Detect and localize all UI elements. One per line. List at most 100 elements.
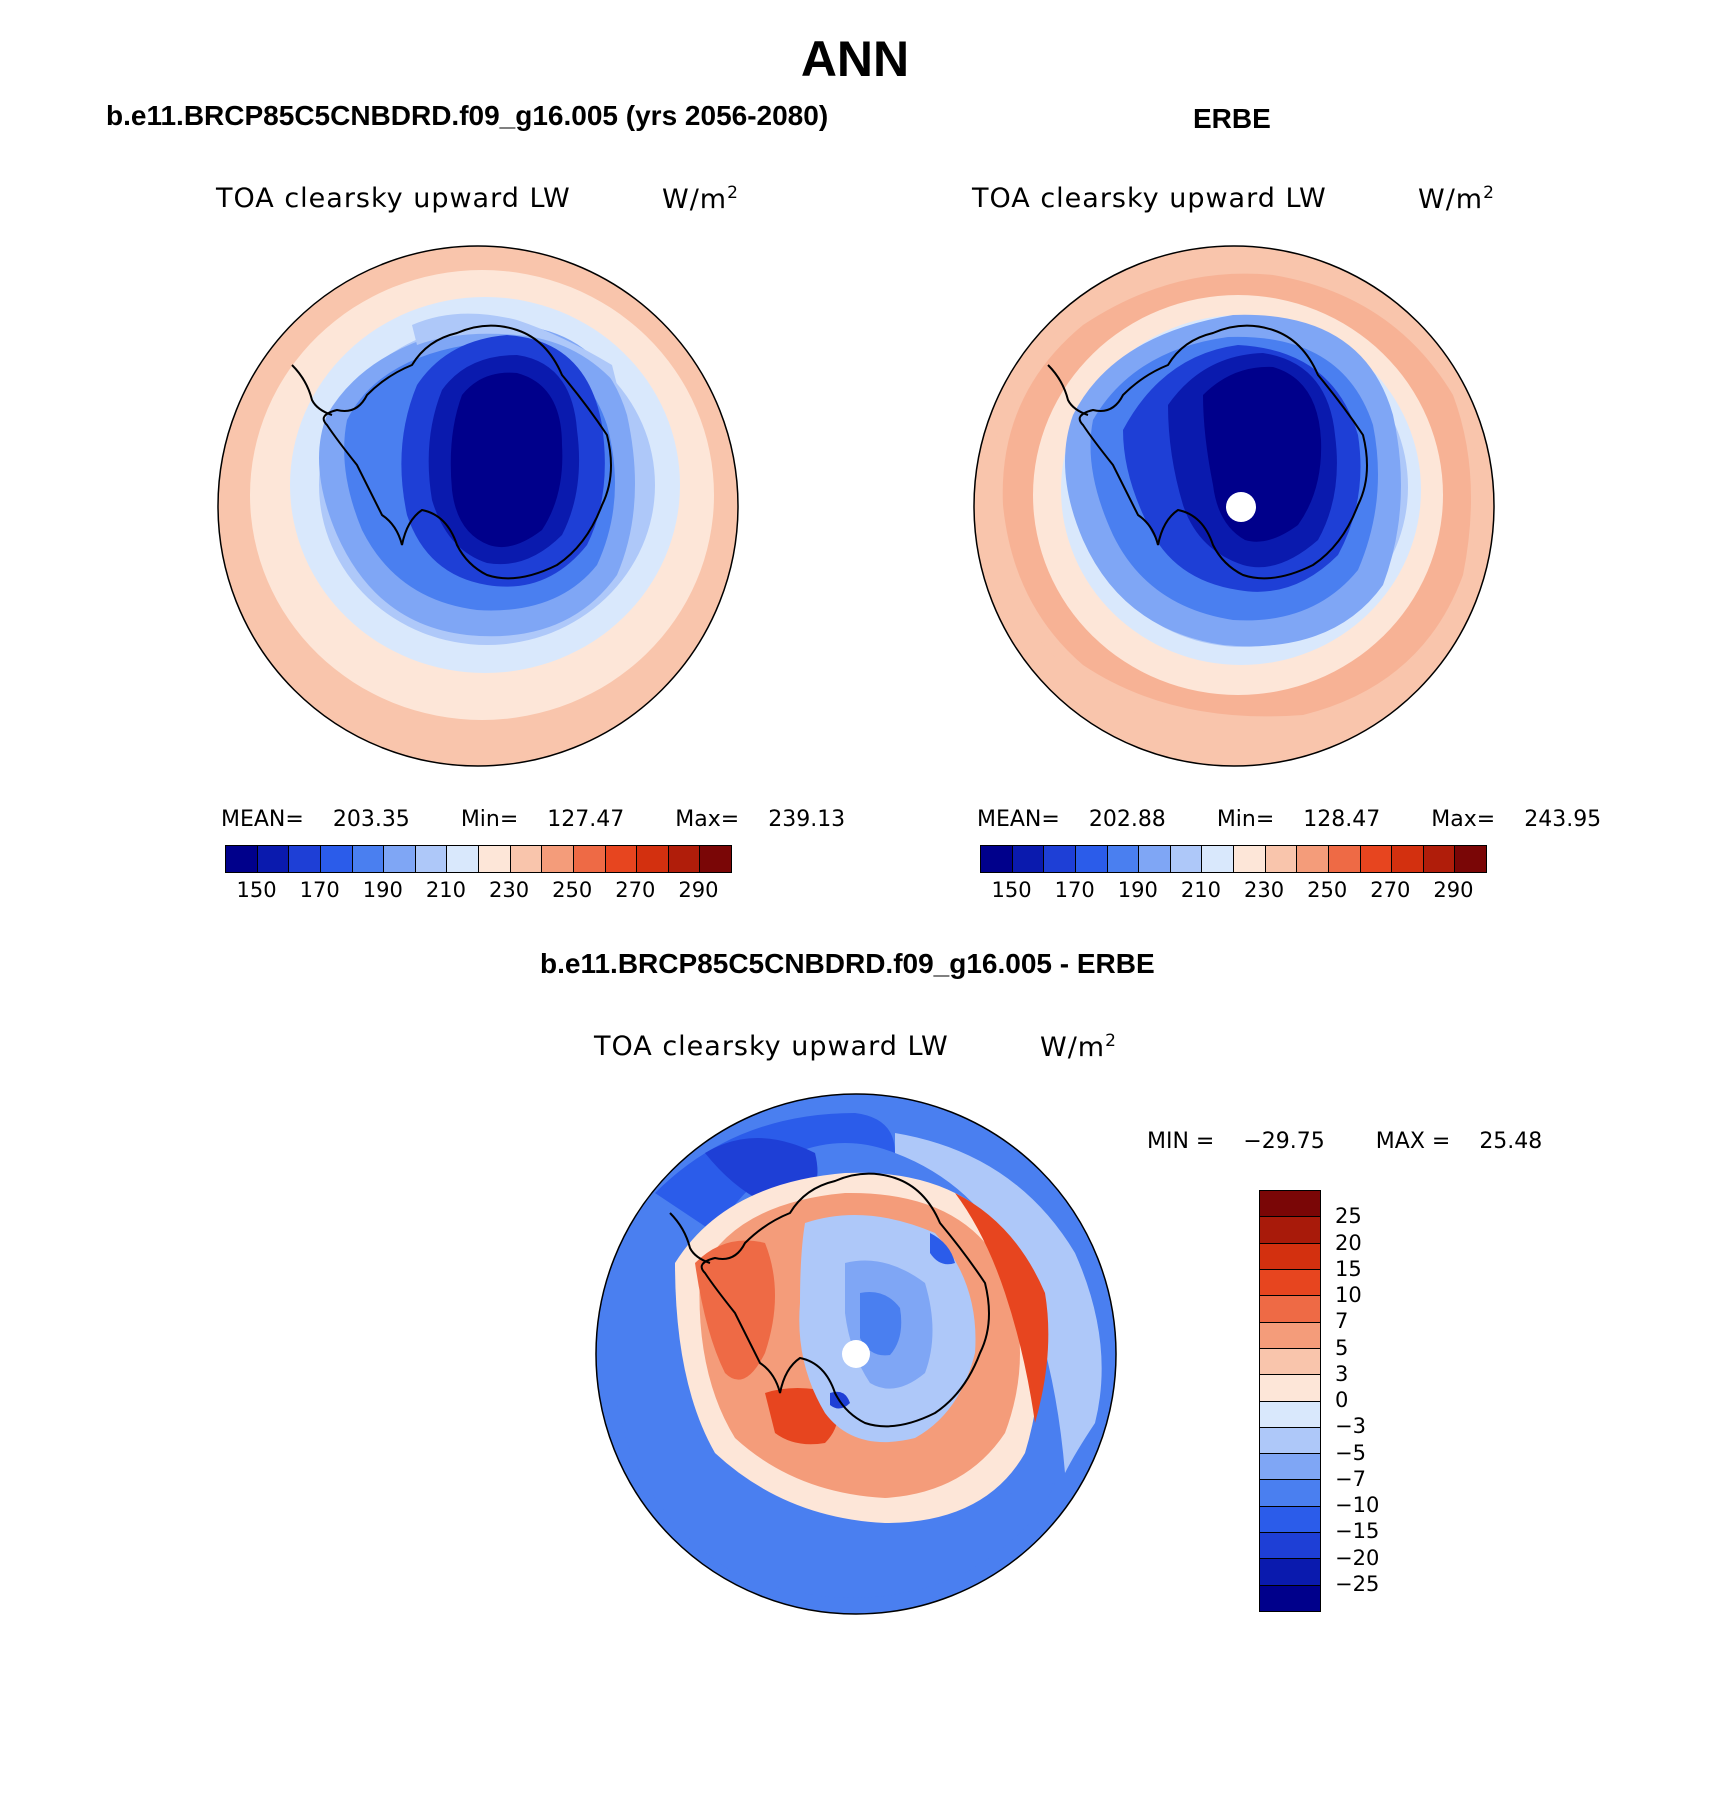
obs-colorbar-box xyxy=(1234,846,1266,872)
diff-colorbar-box xyxy=(1260,1217,1320,1244)
model-colorbar-box xyxy=(289,846,321,872)
obs-colorbar-box xyxy=(1107,846,1140,872)
diff-colorbar-ticks: 25 20 15 10 7 5 3 0 −3 −5 −7 −10 −15 −20 −25 xyxy=(1335,1190,1395,1610)
diff-colorbar-box xyxy=(1260,1191,1320,1218)
diff-panel-title: b.e11.BRCP85C5CNBDRD.f09_g16.005 - ERBE xyxy=(540,948,1155,979)
obs-colorbar-box xyxy=(1265,846,1298,872)
model-colorbar-box xyxy=(447,846,479,872)
diff-colorbar-box xyxy=(1260,1533,1320,1560)
obs-colorbar-tick-label: 270 xyxy=(1370,878,1411,902)
model-colorbar-box xyxy=(479,846,511,872)
model-variable-label: TOA clearsky upward LW xyxy=(216,183,571,214)
obs-colorbar-ticks: 150 170 190 210 230 250 270 290 xyxy=(980,878,1485,904)
model-colorbar-box xyxy=(605,846,638,872)
diff-max: MAX = 25.48 xyxy=(1375,1129,1543,1154)
diff-colorbar-tick-label: −5 xyxy=(1335,1440,1366,1465)
obs-colorbar-tick-label: 290 xyxy=(1433,878,1474,902)
obs-colorbar xyxy=(980,845,1487,873)
model-colorbar-tick-label: 230 xyxy=(489,878,530,902)
diff-colorbar-box xyxy=(1260,1322,1320,1349)
model-colorbar-tick-label: 170 xyxy=(299,878,340,902)
obs-colorbar-tick-label: 210 xyxy=(1180,878,1221,902)
model-colorbar-tick-label: 270 xyxy=(615,878,656,902)
model-polar-map xyxy=(217,245,739,767)
obs-colorbar-box xyxy=(1455,846,1486,872)
obs-colorbar-box xyxy=(1392,846,1424,872)
model-colorbar xyxy=(225,845,732,873)
model-colorbar-box xyxy=(510,846,543,872)
diff-colorbar-tick-label: −20 xyxy=(1335,1545,1380,1570)
model-panel-title: b.e11.BRCP85C5CNBDRD.f09_g16.005 (yrs 20… xyxy=(106,100,829,131)
model-colorbar-box xyxy=(320,846,353,872)
model-colorbar-tick-label: 210 xyxy=(425,878,466,902)
model-colorbar-box xyxy=(384,846,416,872)
obs-colorbar-tick-label: 190 xyxy=(1117,878,1158,902)
obs-max: Max= 243.95 xyxy=(1431,807,1602,832)
model-stats: MEAN= 203.35 Min= 127.47 Max= 239.13 xyxy=(221,807,889,832)
diff-colorbar-tick-label: −25 xyxy=(1335,1571,1380,1596)
diff-colorbar-tick-label: 3 xyxy=(1335,1361,1349,1386)
obs-colorbar-box xyxy=(1044,846,1076,872)
diff-colorbar-box xyxy=(1260,1401,1320,1428)
diff-colorbar-tick-label: −10 xyxy=(1335,1493,1380,1517)
model-mean: MEAN= 203.35 xyxy=(221,807,410,832)
diff-colorbar-box xyxy=(1260,1480,1320,1507)
diff-colorbar-box xyxy=(1260,1375,1320,1402)
diff-colorbar-box xyxy=(1260,1243,1320,1270)
model-colorbar-box xyxy=(573,846,606,872)
diff-colorbar-tick-label: 5 xyxy=(1335,1335,1349,1360)
obs-colorbar-tick-label: 150 xyxy=(991,878,1032,902)
obs-units-label: W/m2 xyxy=(1418,183,1495,215)
obs-colorbar-tick-label: 230 xyxy=(1244,878,1285,902)
diff-colorbar-tick-label: −15 xyxy=(1335,1519,1380,1544)
diff-colorbar-tick-label: 20 xyxy=(1335,1230,1362,1255)
obs-colorbar-box xyxy=(1360,846,1393,872)
diff-stats: MIN = −29.75 MAX = 25.48 xyxy=(1147,1129,1586,1154)
diff-colorbar-box xyxy=(1260,1454,1320,1481)
diff-colorbar-tick-label: 15 xyxy=(1335,1256,1362,1281)
obs-colorbar-box xyxy=(1170,846,1203,872)
model-colorbar-box xyxy=(415,846,448,872)
obs-colorbar-box xyxy=(1139,846,1171,872)
diff-colorbar-box xyxy=(1260,1427,1320,1455)
model-max: Max= 239.13 xyxy=(675,807,846,832)
model-min: Min= 127.47 xyxy=(460,807,625,832)
obs-polar-map xyxy=(973,245,1495,767)
diff-variable-label: TOA clearsky upward LW xyxy=(594,1031,949,1062)
model-colorbar-tick-label: 250 xyxy=(552,878,593,902)
model-colorbar-box xyxy=(257,846,290,872)
obs-colorbar-tick-label: 250 xyxy=(1307,878,1348,902)
diff-colorbar-tick-label: 7 xyxy=(1335,1309,1349,1334)
model-colorbar-tick-label: 150 xyxy=(236,878,277,902)
diff-colorbar-tick-label: 0 xyxy=(1335,1388,1349,1412)
diff-colorbar-box xyxy=(1260,1585,1320,1611)
model-units-label: W/m2 xyxy=(662,183,739,215)
obs-colorbar-box xyxy=(1297,846,1329,872)
obs-stats: MEAN= 202.88 Min= 128.47 Max= 243.95 xyxy=(977,807,1645,832)
diff-units-label: W/m2 xyxy=(1040,1031,1117,1063)
model-colorbar-box xyxy=(668,846,701,872)
obs-colorbar-box xyxy=(1328,846,1361,872)
diff-polar-map xyxy=(595,1093,1117,1615)
model-colorbar-tick-label: 190 xyxy=(362,878,403,902)
model-colorbar-box xyxy=(637,846,669,872)
obs-colorbar-tick-label: 170 xyxy=(1054,878,1095,902)
diff-colorbar-box xyxy=(1260,1559,1320,1586)
model-colorbar-box xyxy=(542,846,574,872)
model-colorbar-ticks: 150 170 190 210 230 250 270 290 xyxy=(225,878,730,904)
model-colorbar-box xyxy=(352,846,385,872)
diff-colorbar-tick-label: 25 xyxy=(1335,1204,1362,1229)
diff-colorbar-box xyxy=(1260,1269,1320,1297)
obs-mean: MEAN= 202.88 xyxy=(977,807,1166,832)
model-colorbar-box xyxy=(226,846,258,872)
obs-min: Min= 128.47 xyxy=(1216,807,1381,832)
page-title: ANN xyxy=(800,31,910,87)
obs-colorbar-box xyxy=(1423,846,1456,872)
diff-colorbar xyxy=(1259,1190,1321,1612)
diff-colorbar-box xyxy=(1260,1348,1320,1376)
model-colorbar-tick-label: 290 xyxy=(678,878,719,902)
diff-colorbar-tick-label: −3 xyxy=(1335,1414,1366,1439)
diff-min: MIN = −29.75 xyxy=(1147,1129,1325,1154)
diff-colorbar-box xyxy=(1260,1506,1320,1534)
diff-colorbar-box xyxy=(1260,1296,1320,1323)
